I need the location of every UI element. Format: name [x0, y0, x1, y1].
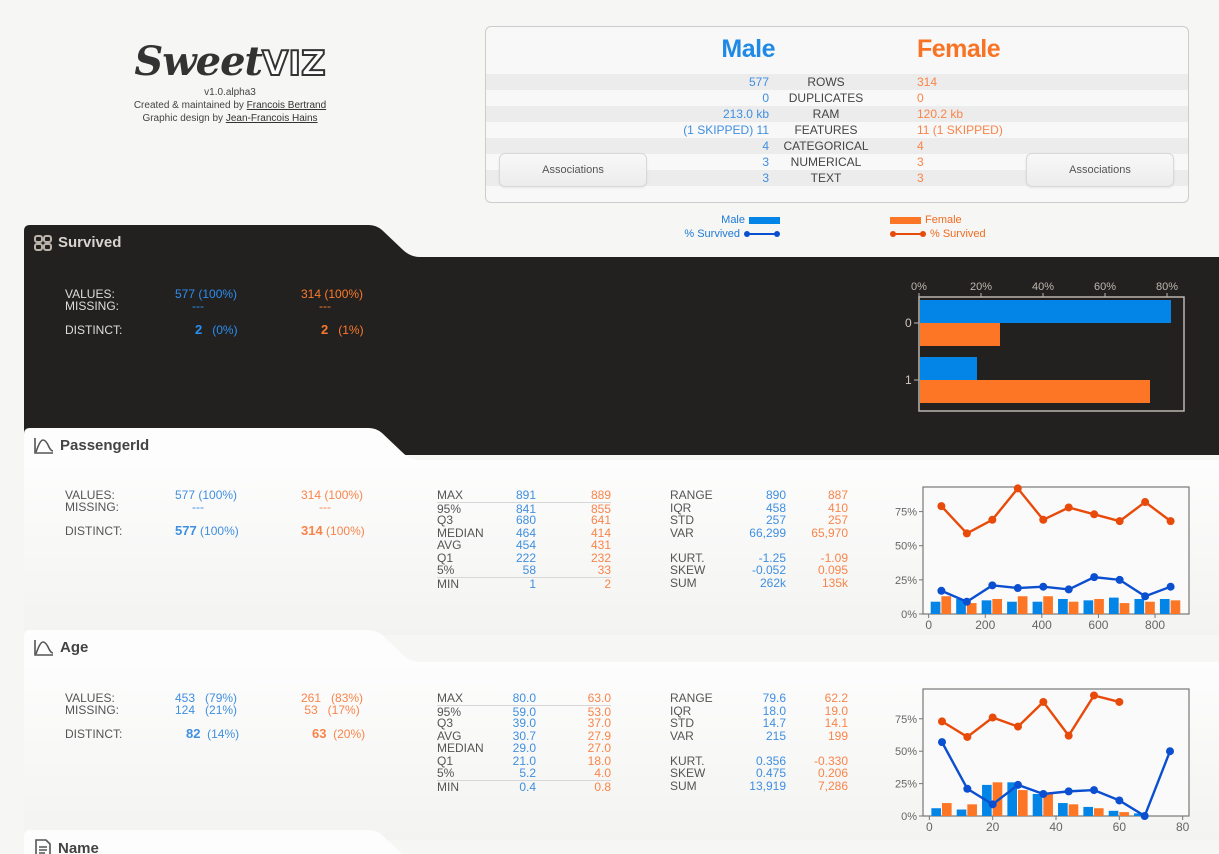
svg-text:600: 600: [1088, 618, 1108, 632]
numeric-curve-icon: [34, 437, 54, 454]
svg-text:25%: 25%: [895, 779, 917, 791]
author-link[interactable]: Francois Bertrand: [246, 100, 327, 111]
design-by-line: Graphic design by Jean-Francois Hains: [142, 113, 318, 124]
feature-body: [24, 257, 1219, 455]
feature-name: Name: [58, 839, 99, 854]
quantile-stats: MAX 80.0 63.0 95% 59.0 53.0 Q3 39.0 37.0 AVG 30…: [437, 691, 611, 794]
svg-text:20%: 20%: [970, 281, 992, 293]
svg-text:0%: 0%: [901, 811, 917, 823]
male-associations-button[interactable]: Associations: [499, 153, 647, 187]
svg-text:50%: 50%: [895, 541, 917, 553]
feature-tab[interactable]: Name: [24, 830, 424, 854]
survived-bar-chart: 0% 20% 40% 60% 80% 0 1: [905, 281, 1185, 412]
version-label: v1.0.alpha3: [204, 87, 256, 98]
age-histogram-chart: 0% 25% 50% 75% 0 20 40 60 80: [895, 688, 1190, 834]
female-legend: Female % Survived: [890, 213, 1050, 241]
passengerid-histogram-chart: 0% 25% 50% 75% 0 200 400 600 800: [895, 484, 1190, 632]
moment-stats: RANGE 890 887 IQR 458 410 STD 257 257 VAR 66,29…: [670, 488, 848, 590]
summary-row-duplicates: 0 DUPLICATES 0: [762, 91, 924, 105]
svg-text:40: 40: [1049, 820, 1063, 834]
svg-text:1: 1: [905, 373, 912, 387]
male-legend: Male % Survived: [640, 213, 780, 241]
female-dataset-title: Female: [917, 35, 1001, 63]
text-doc-icon: [35, 839, 51, 854]
feature-name: Survived: [58, 234, 122, 251]
feature-tab[interactable]: Age: [24, 630, 444, 664]
categorical-grid-icon: [34, 234, 52, 251]
svg-text:75%: 75%: [895, 714, 917, 726]
svg-text:200: 200: [975, 618, 995, 632]
svg-text:400: 400: [1032, 618, 1052, 632]
svg-text:0%: 0%: [911, 281, 927, 293]
summary-table: 577 ROWS 314 0 DUPLICATES 0 213.0 kb RAM 120.2…: [486, 74, 1188, 186]
svg-text:80%: 80%: [1156, 281, 1178, 293]
svg-text:75%: 75%: [895, 507, 917, 519]
created-by-line: Created & maintained by Francois Bertran…: [133, 100, 327, 111]
feature-tab[interactable]: Survived: [24, 225, 444, 259]
female-line-swatch-icon: [890, 229, 926, 239]
svg-text:0: 0: [905, 316, 912, 330]
male-dataset-title: Male: [721, 35, 775, 63]
summary-row-numerical: 3 NUMERICAL 3: [762, 155, 924, 169]
svg-text:60: 60: [1113, 820, 1127, 834]
sweetviz-logo: SweetVIZ: [134, 38, 326, 86]
male-line-swatch-icon: [744, 229, 780, 239]
svg-text:0%: 0%: [901, 609, 917, 621]
feature-section-age[interactable]: Age VALUES: 453 (79%) 261 (83%) MISSING: 12…: [24, 630, 1219, 840]
female-bar-swatch-icon: [890, 216, 921, 224]
svg-text:0: 0: [926, 820, 933, 834]
feature-section-survived[interactable]: Survived VALUES: 577 (100%) 314 (100%) MIS…: [24, 225, 1219, 455]
summary-row-features: (1 SKIPPED) 11 FEATURES 11 (1 SKIPPED): [683, 123, 1003, 137]
svg-text:50%: 50%: [895, 746, 917, 758]
svg-text:40%: 40%: [1032, 281, 1054, 293]
svg-text:25%: 25%: [895, 575, 917, 587]
feature-section-passengerid[interactable]: PassengerId VALUES: 577 (100%) 314 (100%) …: [24, 428, 1219, 635]
svg-text:20: 20: [986, 820, 1000, 834]
svg-text:80: 80: [1176, 820, 1190, 834]
summary-row-rows: 577 ROWS 314: [486, 74, 1188, 90]
designer-link[interactable]: Jean-Francois Hains: [225, 113, 318, 124]
feature-section-name[interactable]: Name: [24, 830, 1219, 854]
svg-text:0: 0: [925, 618, 932, 632]
logo-block: SweetVIZ v1.0.alpha3 Created & maintaine…: [100, 40, 360, 125]
numeric-curve-icon: [34, 639, 54, 656]
male-bar-swatch-icon: [749, 216, 780, 224]
dataset-summary-panel: Male Female 577 ROWS 314 0 DUPLICATES 0 213.…: [485, 26, 1189, 203]
summary-row-categorical: 4 CATEGORICAL 4: [486, 138, 1188, 154]
moment-stats: RANGE 79.6 62.2 IQR 18.0 19.0 STD 14.7 14.1 VA…: [670, 691, 848, 793]
feature-name: Age: [60, 639, 89, 656]
feature-name: PassengerId: [60, 437, 150, 454]
summary-row-text: 3 TEXT 3: [486, 170, 1188, 186]
feature-tab[interactable]: PassengerId: [24, 428, 444, 462]
female-associations-button[interactable]: Associations: [1026, 153, 1174, 187]
svg-text:800: 800: [1145, 618, 1165, 632]
svg-text:60%: 60%: [1094, 281, 1116, 293]
quantile-stats: MAX 891 889 95% 841 855 Q3 680 641 MEDIAN 464 41…: [437, 488, 611, 591]
summary-row-ram: 213.0 kb RAM 120.2 kb: [486, 106, 1188, 122]
